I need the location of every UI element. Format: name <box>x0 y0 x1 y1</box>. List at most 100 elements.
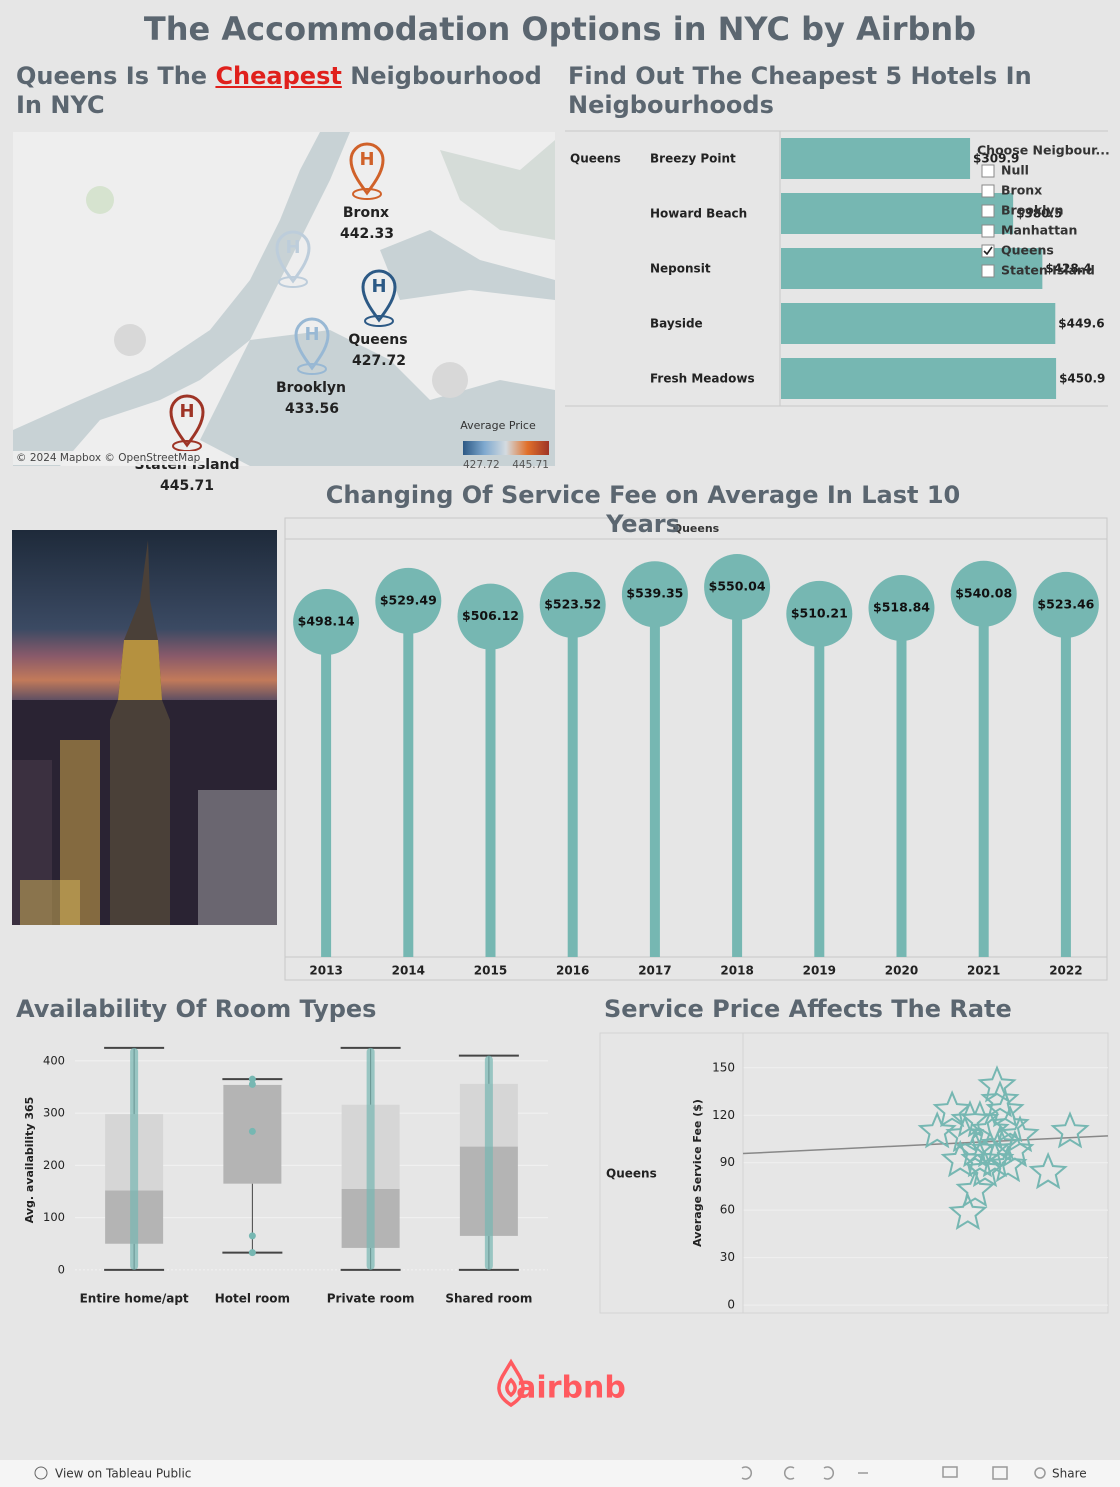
y-tick-label: 300 <box>43 1106 65 1120</box>
lollipop-label: $523.46 <box>1037 596 1094 611</box>
filter-checkbox[interactable] <box>981 184 995 198</box>
lollipop-head <box>1032 571 1099 638</box>
x-tick-label: 2018 <box>720 964 753 978</box>
filter-checkbox[interactable] <box>981 264 995 278</box>
bar-frame <box>565 130 1108 407</box>
marker-h: H <box>371 276 386 297</box>
logo-text: airbnb <box>516 1371 626 1406</box>
scatter-frame <box>599 1032 1109 1314</box>
map-label: Bronx <box>343 205 389 221</box>
legend-max: 445.71 <box>512 459 549 471</box>
x-tick-label: 2019 <box>803 964 836 978</box>
panel-header: Queens <box>673 522 720 535</box>
filter-checkbox[interactable] <box>981 164 995 178</box>
bar <box>781 138 971 179</box>
lollipop-label: $540.08 <box>955 585 1012 600</box>
filter-title: Choose Neigbour... <box>977 143 1110 158</box>
toolbar-icons <box>741 1466 1046 1480</box>
scatter-point <box>917 1111 957 1149</box>
filter-option[interactable]: Manhattan <box>1001 223 1077 238</box>
filter-option[interactable]: Queens <box>1001 243 1054 258</box>
page-title: The Accommodation Options in NYC by Airb… <box>144 10 976 48</box>
tableau-icon <box>34 1466 48 1480</box>
share-button[interactable]: Share <box>1052 1467 1087 1481</box>
x-tick-label: 2021 <box>967 964 1000 978</box>
y-axis-label: Average Service Fee ($) <box>691 1099 704 1247</box>
lollipop-label: $539.35 <box>626 586 683 601</box>
x-tick-label: 2017 <box>638 964 671 978</box>
marker-h: H <box>304 324 319 345</box>
scatter-title: Service Price Affects The Rate <box>604 995 1012 1023</box>
x-tick-label: 2014 <box>392 964 425 978</box>
bar-category: Fresh Meadows <box>650 372 755 386</box>
y-tick-label: 0 <box>727 1298 735 1312</box>
filter-checkbox[interactable] <box>981 224 995 238</box>
y-tick-label: 30 <box>720 1250 735 1264</box>
bar-category: Breezy Point <box>650 152 736 166</box>
bar <box>781 358 1057 399</box>
scatter-point <box>970 1129 1010 1168</box>
y-tick-label: 0 <box>58 1262 65 1276</box>
attribution-box <box>13 451 206 465</box>
bar-category: Bayside <box>650 317 703 331</box>
scatter-point <box>988 1145 1028 1183</box>
lollipop-head <box>704 554 771 621</box>
filter-option[interactable]: Brooklyn <box>1001 203 1064 218</box>
filter-checkbox[interactable] <box>981 244 995 258</box>
marker-h: H <box>179 401 194 422</box>
filter-option[interactable]: Bronx <box>1001 183 1042 198</box>
bar <box>781 303 1056 344</box>
lollipop-label: $523.52 <box>544 596 601 611</box>
map-label: Brooklyn <box>276 380 346 396</box>
attribution: © 2024 Mapbox © OpenStreetMap <box>16 452 201 464</box>
bar-title: Find Out The Cheapest 5 Hotels In Neigbo… <box>568 62 1032 119</box>
bar <box>781 248 1043 289</box>
scatter-point <box>932 1090 972 1128</box>
title-part: Neigbourhood <box>350 62 542 90</box>
scatter-point <box>980 1080 1020 1118</box>
lollipop-label: $529.49 <box>380 592 437 607</box>
scatter-point <box>955 1169 995 1208</box>
toolbar <box>0 1460 1120 1487</box>
marker-base <box>297 363 327 375</box>
lollipop-label: $550.04 <box>709 579 766 594</box>
point-strip <box>366 1047 375 1270</box>
lollipop-label: $510.21 <box>791 605 848 620</box>
view-link[interactable]: View on Tableau Public <box>55 1467 191 1481</box>
lollipop-title: Changing Of Service Fee on Average In La… <box>325 481 961 538</box>
bar-label: $449.6 <box>1058 317 1104 331</box>
filter-option[interactable]: Staten Island <box>1001 263 1095 278</box>
map-background <box>13 132 555 466</box>
bar <box>781 193 1014 234</box>
title-part: Queens Is The <box>16 62 208 90</box>
y-tick-label: 60 <box>720 1203 735 1217</box>
lollipop-head <box>539 571 606 638</box>
lollipop-head <box>457 583 524 650</box>
filter-check <box>983 246 993 256</box>
x-tick-label: 2020 <box>885 964 918 978</box>
y-tick-label: 400 <box>43 1053 65 1067</box>
scatter-point <box>990 1105 1030 1143</box>
filter-checkbox[interactable] <box>981 204 995 218</box>
lollipop-stem <box>567 604 578 957</box>
y-tick-label: 100 <box>43 1210 65 1224</box>
bar-category: Neponsit <box>650 262 711 276</box>
scatter-point <box>1000 1115 1040 1153</box>
marker-base <box>278 276 308 288</box>
filter-option[interactable]: Null <box>1001 163 1029 178</box>
legend-title: Average Price <box>460 419 536 432</box>
lollipop-stem <box>814 613 825 957</box>
lollipop-head <box>950 560 1017 627</box>
bar-label: $428.4 <box>1045 262 1091 276</box>
scatter-point <box>950 1099 990 1138</box>
legend-bar <box>463 441 549 455</box>
scatter-point <box>945 1115 985 1153</box>
map-marker <box>294 317 330 371</box>
map-value: 427.72 <box>352 353 406 369</box>
marker-h: H <box>359 149 374 170</box>
point-strip <box>484 1055 493 1270</box>
box-title: Availability Of Room Types <box>16 995 377 1023</box>
x-tick-label: 2015 <box>474 964 507 978</box>
scatter-point <box>948 1192 988 1231</box>
